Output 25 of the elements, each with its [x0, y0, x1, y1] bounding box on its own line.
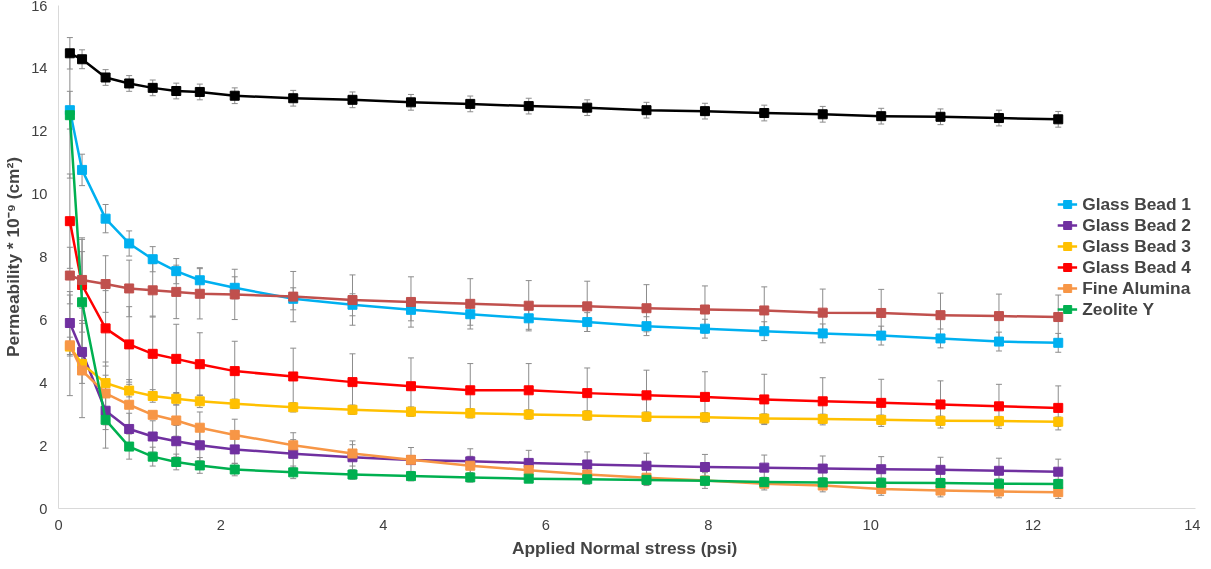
legend-label: Fine Alumina: [1082, 277, 1191, 299]
legend-label: Glass Bead 4: [1082, 256, 1191, 278]
x-tick-label: 4: [379, 516, 388, 533]
legend-label: Glass Bead 3: [1082, 235, 1191, 257]
x-tick-label: 8: [704, 516, 713, 533]
y-tick-label: 4: [39, 374, 48, 391]
x-tick-label: 14: [1184, 516, 1201, 533]
y-tick-label: 14: [31, 60, 48, 77]
y-tick-label: 12: [31, 123, 48, 140]
legend-label: Glass Bead 2: [1082, 214, 1191, 236]
y-tick-label: 2: [39, 437, 48, 454]
x-tick-label: 10: [862, 516, 879, 533]
y-axis-title: Permeability * 10⁻⁹ (cm²): [3, 156, 24, 358]
y-tick-label: 8: [39, 249, 48, 265]
x-tick-label: 6: [541, 516, 550, 533]
x-axis-title: Applied Normal stress (psi): [511, 537, 738, 558]
y-tick-label: 10: [31, 186, 48, 203]
x-tick-label: 0: [54, 516, 63, 533]
x-tick-label: 12: [1024, 516, 1042, 533]
y-tick-label: 16: [31, 0, 48, 14]
x-tick-label: 2: [216, 516, 226, 533]
legend-label: Glass Bead 1: [1082, 193, 1191, 215]
y-tick-label: 6: [39, 311, 48, 328]
legend-label: Zeolite Y: [1082, 298, 1155, 320]
y-tick-label: 0: [39, 500, 48, 517]
